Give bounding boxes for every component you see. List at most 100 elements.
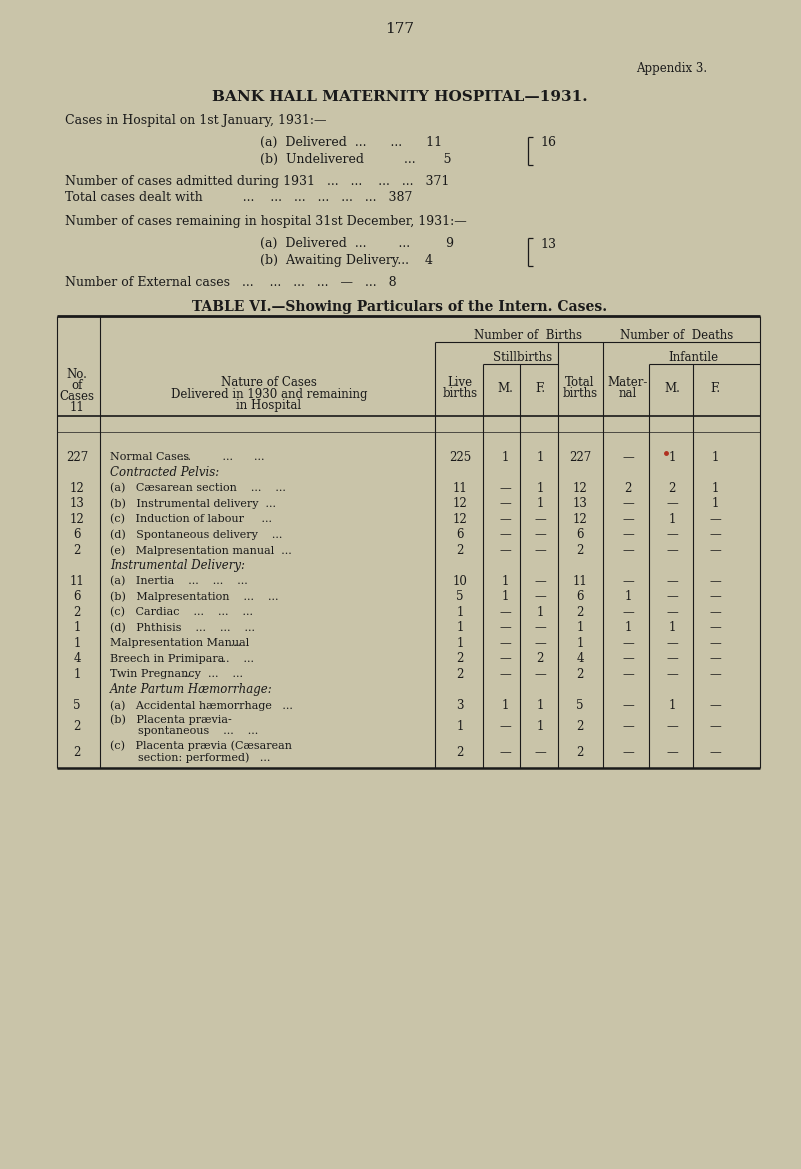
Text: —: — — [709, 699, 721, 712]
Text: 1: 1 — [711, 497, 718, 510]
Text: —: — — [709, 528, 721, 541]
Text: ...: ... — [220, 638, 241, 649]
Text: 1: 1 — [537, 720, 544, 733]
Text: —: — — [709, 621, 721, 635]
Text: Contracted Pelvis:: Contracted Pelvis: — [110, 466, 219, 479]
Text: Live: Live — [448, 376, 473, 389]
Text: 2: 2 — [668, 482, 676, 494]
Text: 12: 12 — [70, 513, 84, 526]
Text: 11: 11 — [453, 482, 467, 494]
Text: 6: 6 — [576, 528, 584, 541]
Text: nal: nal — [619, 387, 637, 400]
Text: (a)  Delivered  ...        ...         9: (a) Delivered ... ... 9 — [260, 237, 454, 250]
Text: —: — — [622, 699, 634, 712]
Text: 12: 12 — [573, 513, 587, 526]
Text: —: — — [709, 544, 721, 556]
Text: 177: 177 — [385, 22, 414, 36]
Text: —: — — [499, 667, 511, 680]
Text: 6: 6 — [73, 590, 81, 603]
Text: 12: 12 — [573, 482, 587, 494]
Text: Total: Total — [566, 376, 595, 389]
Text: 2: 2 — [576, 746, 584, 759]
Text: 12: 12 — [453, 513, 467, 526]
Text: —: — — [622, 451, 634, 464]
Text: —: — — [666, 720, 678, 733]
Text: 1: 1 — [576, 637, 584, 650]
Text: 1: 1 — [668, 621, 676, 635]
Text: 2: 2 — [74, 746, 81, 759]
Text: —: — — [622, 637, 634, 650]
Text: 225: 225 — [449, 451, 471, 464]
Text: —: — — [709, 652, 721, 665]
Text: 13: 13 — [573, 497, 587, 510]
Text: 11: 11 — [70, 401, 84, 414]
Text: 2: 2 — [576, 720, 584, 733]
Text: ...    ...    ...: ... ... ... — [180, 669, 243, 679]
Text: Number of External cases   ...    ...   ...   ...   —   ...   8: Number of External cases ... ... ... ...… — [65, 276, 396, 289]
Text: Cases in Hospital on 1st January, 1931:—: Cases in Hospital on 1st January, 1931:— — [65, 115, 327, 127]
Text: —: — — [622, 667, 634, 680]
Text: No.: No. — [66, 368, 87, 381]
Text: Twin Pregnancy: Twin Pregnancy — [110, 669, 201, 679]
Text: —: — — [709, 590, 721, 603]
Text: —: — — [534, 575, 545, 588]
Text: (b)   Instrumental delivery  ...: (b) Instrumental delivery ... — [110, 498, 276, 509]
Text: 1: 1 — [501, 699, 509, 712]
Text: —: — — [666, 637, 678, 650]
Text: Number of  Deaths: Number of Deaths — [620, 328, 733, 343]
Text: 3: 3 — [457, 699, 464, 712]
Text: —: — — [666, 544, 678, 556]
Text: —: — — [534, 746, 545, 759]
Text: —: — — [709, 746, 721, 759]
Text: 2: 2 — [576, 606, 584, 618]
Text: of: of — [71, 379, 83, 392]
Text: —: — — [622, 528, 634, 541]
Text: —: — — [666, 746, 678, 759]
Text: —: — — [709, 513, 721, 526]
Text: Breech in Primipara: Breech in Primipara — [110, 653, 224, 664]
Text: 2: 2 — [457, 652, 464, 665]
Text: 1: 1 — [576, 621, 584, 635]
Text: —: — — [534, 621, 545, 635]
Text: —: — — [709, 667, 721, 680]
Text: 16: 16 — [540, 137, 556, 150]
Text: (c)   Cardiac    ...    ...    ...: (c) Cardiac ... ... ... — [110, 607, 253, 617]
Text: 1: 1 — [537, 606, 544, 618]
Text: Infantile: Infantile — [669, 351, 718, 364]
Text: —: — — [666, 652, 678, 665]
Text: (a)  Delivered  ...      ...      11: (a) Delivered ... ... 11 — [260, 136, 442, 148]
Text: 12: 12 — [453, 497, 467, 510]
Text: 5: 5 — [457, 590, 464, 603]
Text: 1: 1 — [457, 606, 464, 618]
Text: 2: 2 — [576, 667, 584, 680]
Text: 2: 2 — [457, 544, 464, 556]
Text: 2: 2 — [457, 667, 464, 680]
Text: (d)   Spontaneous delivery    ...: (d) Spontaneous delivery ... — [110, 530, 283, 540]
Text: —: — — [622, 652, 634, 665]
Text: Number of cases remaining in hospital 31st December, 1931:—: Number of cases remaining in hospital 31… — [65, 215, 467, 228]
Text: 11: 11 — [573, 575, 587, 588]
Text: (b)   Malpresentation    ...    ...: (b) Malpresentation ... ... — [110, 592, 279, 602]
Text: —: — — [622, 606, 634, 618]
Text: 2: 2 — [457, 746, 464, 759]
Text: Mater-: Mater- — [608, 376, 648, 389]
Text: —: — — [499, 621, 511, 635]
Text: 1: 1 — [711, 451, 718, 464]
Text: 1: 1 — [624, 590, 632, 603]
Text: (a)   Cæsarean section    ...    ...: (a) Cæsarean section ... ... — [110, 483, 286, 493]
Text: 6: 6 — [73, 528, 81, 541]
Text: (b)   Placenta prævia-: (b) Placenta prævia- — [110, 714, 231, 725]
Text: ...         ...      ...: ... ... ... — [170, 452, 264, 462]
Text: Instrumental Delivery:: Instrumental Delivery: — [110, 559, 245, 573]
Text: Number of cases admitted during 1931   ...   ...    ...   ...   371: Number of cases admitted during 1931 ...… — [65, 175, 449, 188]
Text: 13: 13 — [70, 497, 84, 510]
Text: (c)   Placenta prævia (Cæsarean: (c) Placenta prævia (Cæsarean — [110, 740, 292, 750]
Text: 1: 1 — [457, 720, 464, 733]
Text: —: — — [499, 544, 511, 556]
Text: —: — — [499, 497, 511, 510]
Text: 1: 1 — [537, 699, 544, 712]
Text: 13: 13 — [540, 237, 556, 250]
Text: —: — — [499, 606, 511, 618]
Text: Normal Cases: Normal Cases — [110, 452, 189, 462]
Text: —: — — [534, 513, 545, 526]
